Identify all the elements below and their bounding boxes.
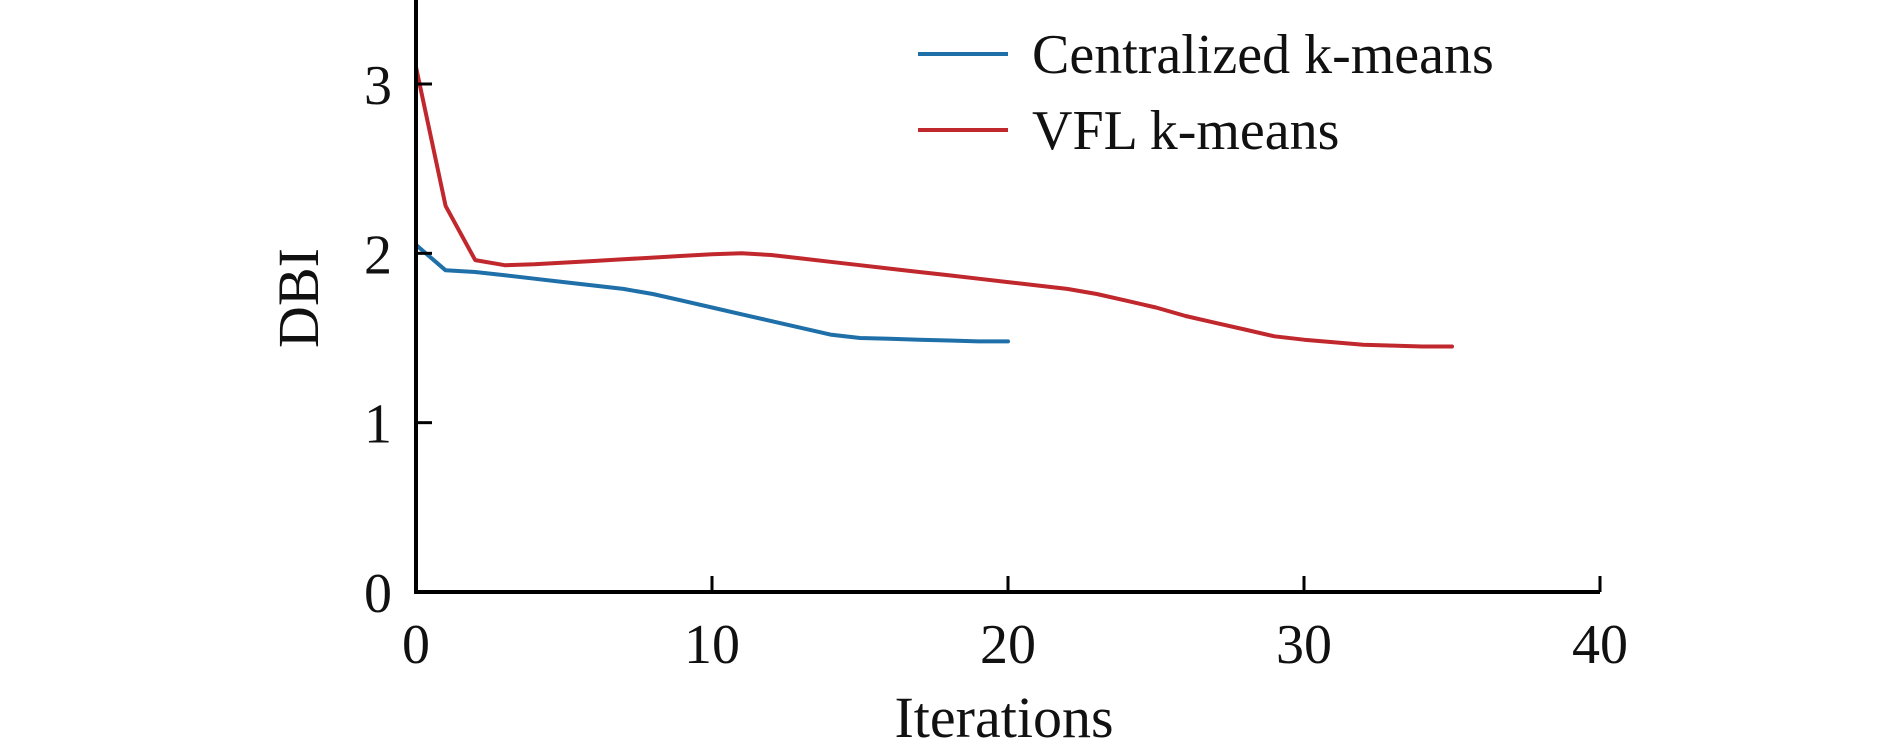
x-axis-title: Iterations [894, 685, 1113, 750]
x-tick-label: 10 [684, 614, 740, 676]
x-tick-label: 0 [402, 614, 430, 676]
series-layer [414, 65, 1454, 349]
legend-label-2: VFL k-means [1032, 100, 1339, 162]
y-tick-label: 2 [364, 224, 392, 286]
x-tick-label: 40 [1572, 614, 1628, 676]
legend-label-1: Centralized k-means [1032, 24, 1494, 86]
y-tick-label: 1 [364, 394, 392, 456]
tick-labels: 0 10 20 30 40 0 1 2 3 [364, 55, 1628, 676]
x-tick-label: 20 [980, 614, 1036, 676]
legend: Centralized k-means VFL k-means [918, 24, 1494, 162]
y-tick-label: 0 [364, 563, 392, 625]
axes [414, 0, 1602, 594]
y-axis-title: DBI [266, 248, 331, 348]
x-tick-label: 30 [1276, 614, 1332, 676]
series-line-2 [414, 65, 1454, 349]
y-tick-label: 3 [364, 55, 392, 117]
series-line-1 [414, 242, 1010, 344]
